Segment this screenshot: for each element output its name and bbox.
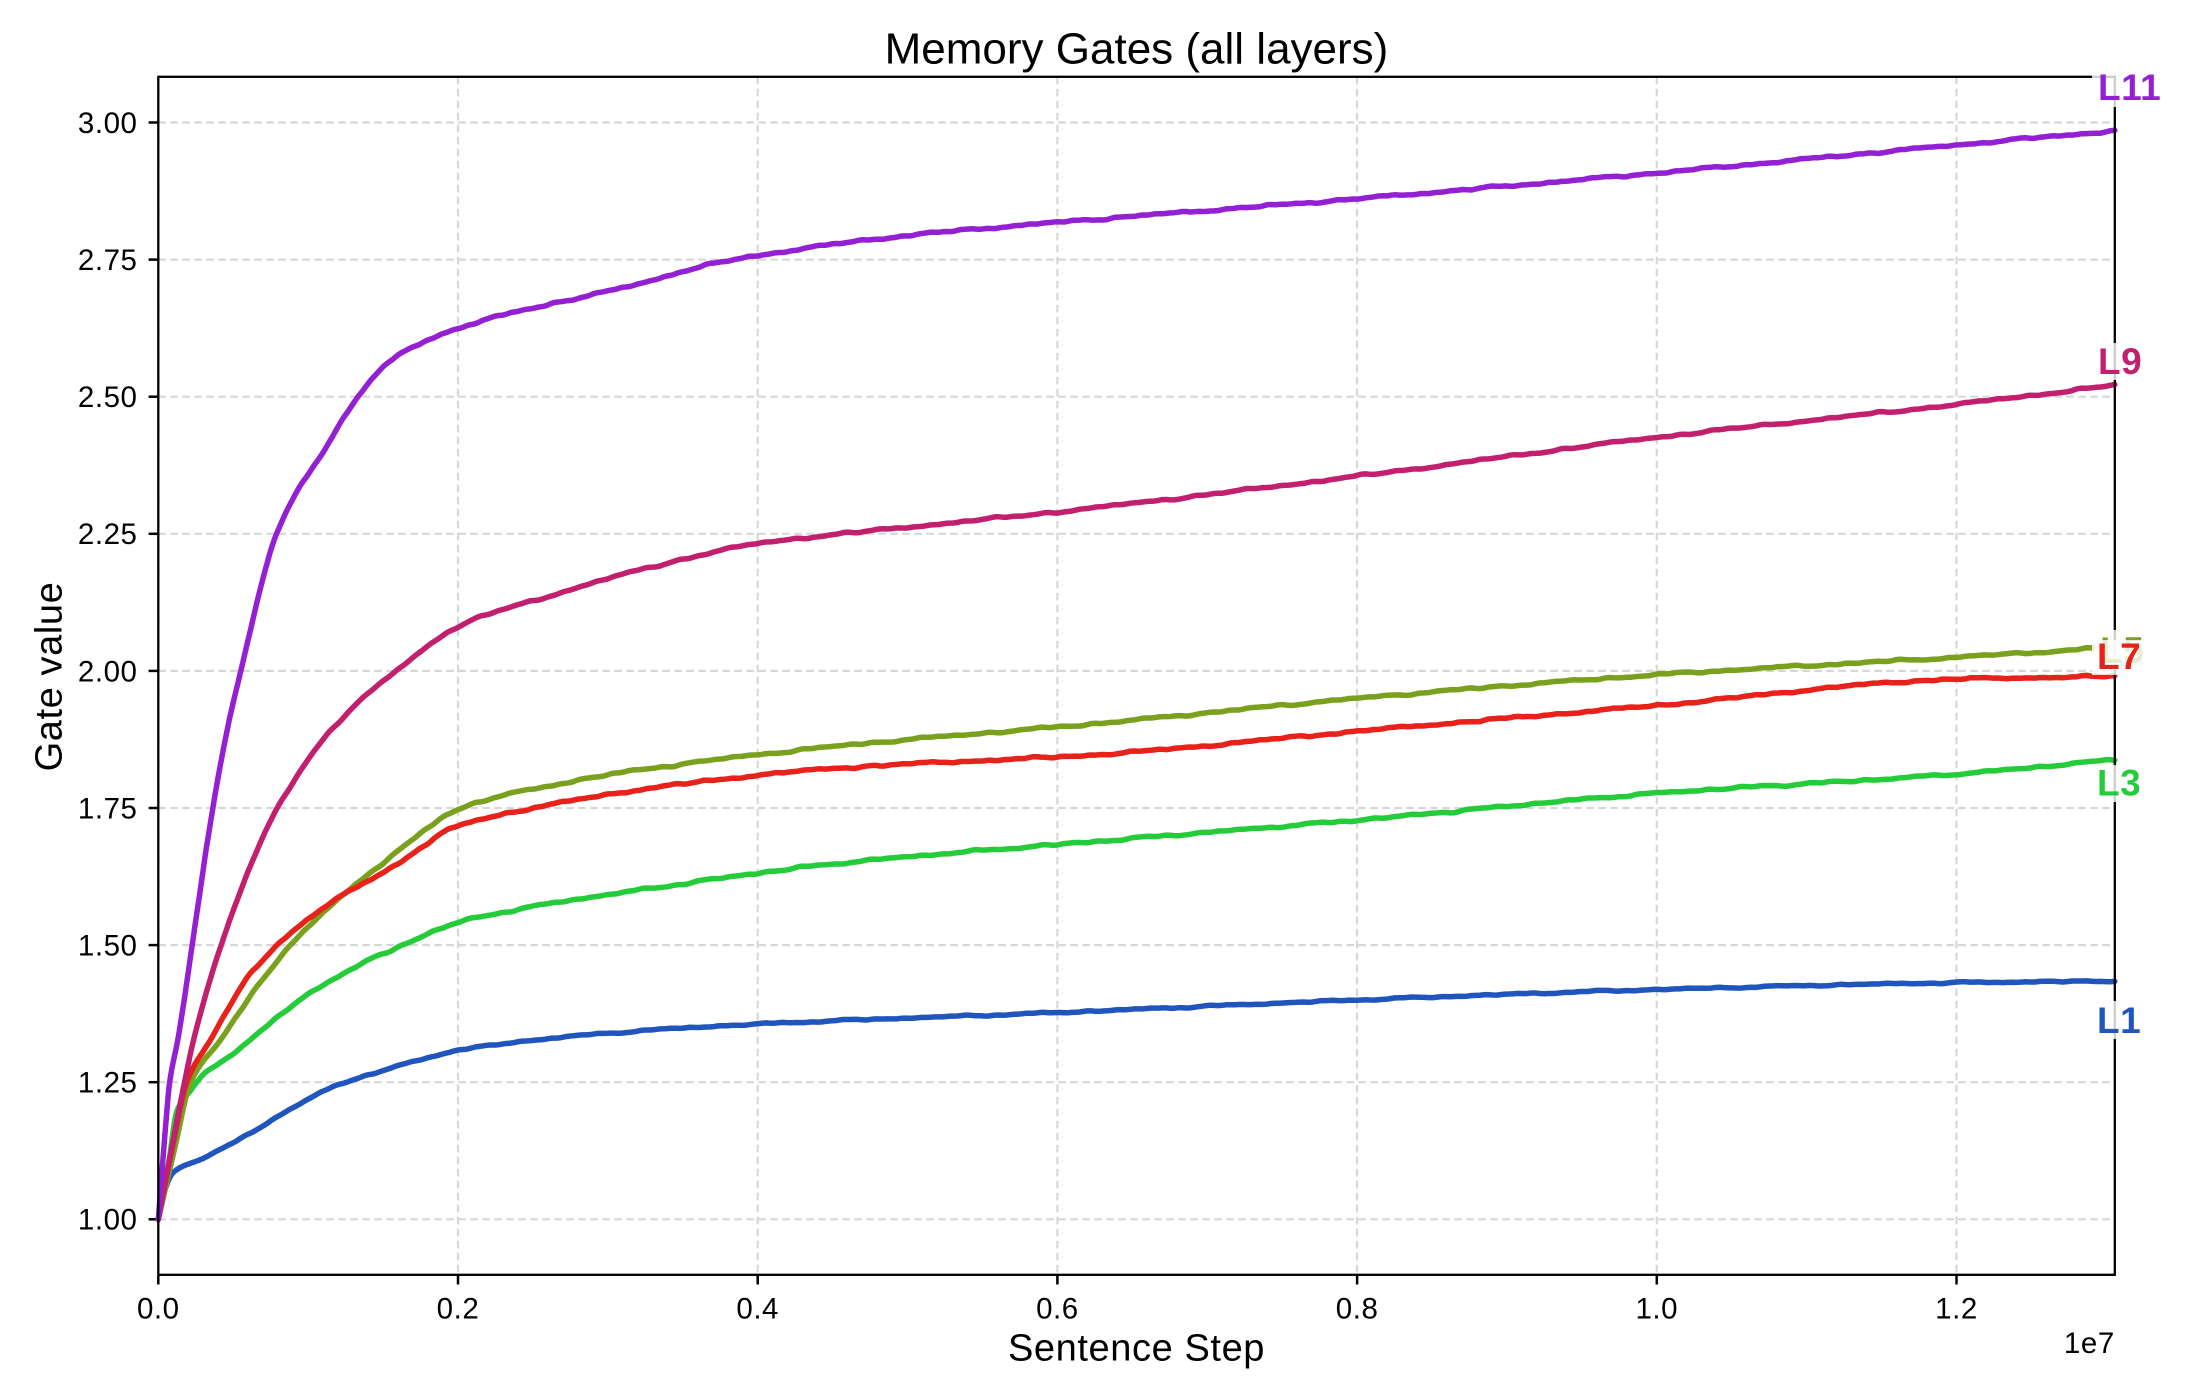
svg-text:2.00: 2.00 bbox=[78, 655, 138, 688]
svg-text:0.4: 0.4 bbox=[736, 1293, 779, 1326]
svg-text:1.0: 1.0 bbox=[1635, 1293, 1678, 1326]
svg-text:0.2: 0.2 bbox=[437, 1293, 480, 1326]
svg-text:L9: L9 bbox=[2098, 341, 2142, 382]
svg-text:1.25: 1.25 bbox=[78, 1067, 138, 1100]
svg-text:L3: L3 bbox=[2097, 763, 2141, 804]
svg-text:L7: L7 bbox=[2097, 636, 2141, 677]
svg-text:1e7: 1e7 bbox=[2064, 1327, 2115, 1360]
svg-text:L1: L1 bbox=[2097, 1000, 2141, 1041]
svg-text:2.50: 2.50 bbox=[78, 381, 138, 414]
svg-text:0.6: 0.6 bbox=[1036, 1293, 1079, 1326]
svg-text:1.00: 1.00 bbox=[78, 1204, 138, 1237]
svg-text:Sentence Step: Sentence Step bbox=[1008, 1328, 1265, 1370]
svg-text:0.8: 0.8 bbox=[1336, 1293, 1379, 1326]
svg-text:Memory Gates (all layers): Memory Gates (all layers) bbox=[885, 25, 1389, 74]
svg-text:2.75: 2.75 bbox=[78, 244, 138, 277]
svg-text:L11: L11 bbox=[2098, 67, 2161, 108]
svg-text:1.50: 1.50 bbox=[78, 930, 138, 963]
svg-text:1.75: 1.75 bbox=[78, 792, 138, 825]
svg-text:Gate value: Gate value bbox=[29, 582, 71, 772]
svg-text:2.25: 2.25 bbox=[78, 518, 138, 551]
svg-text:3.00: 3.00 bbox=[78, 107, 138, 140]
svg-text:1.2: 1.2 bbox=[1935, 1293, 1978, 1326]
svg-text:0.0: 0.0 bbox=[137, 1293, 180, 1326]
